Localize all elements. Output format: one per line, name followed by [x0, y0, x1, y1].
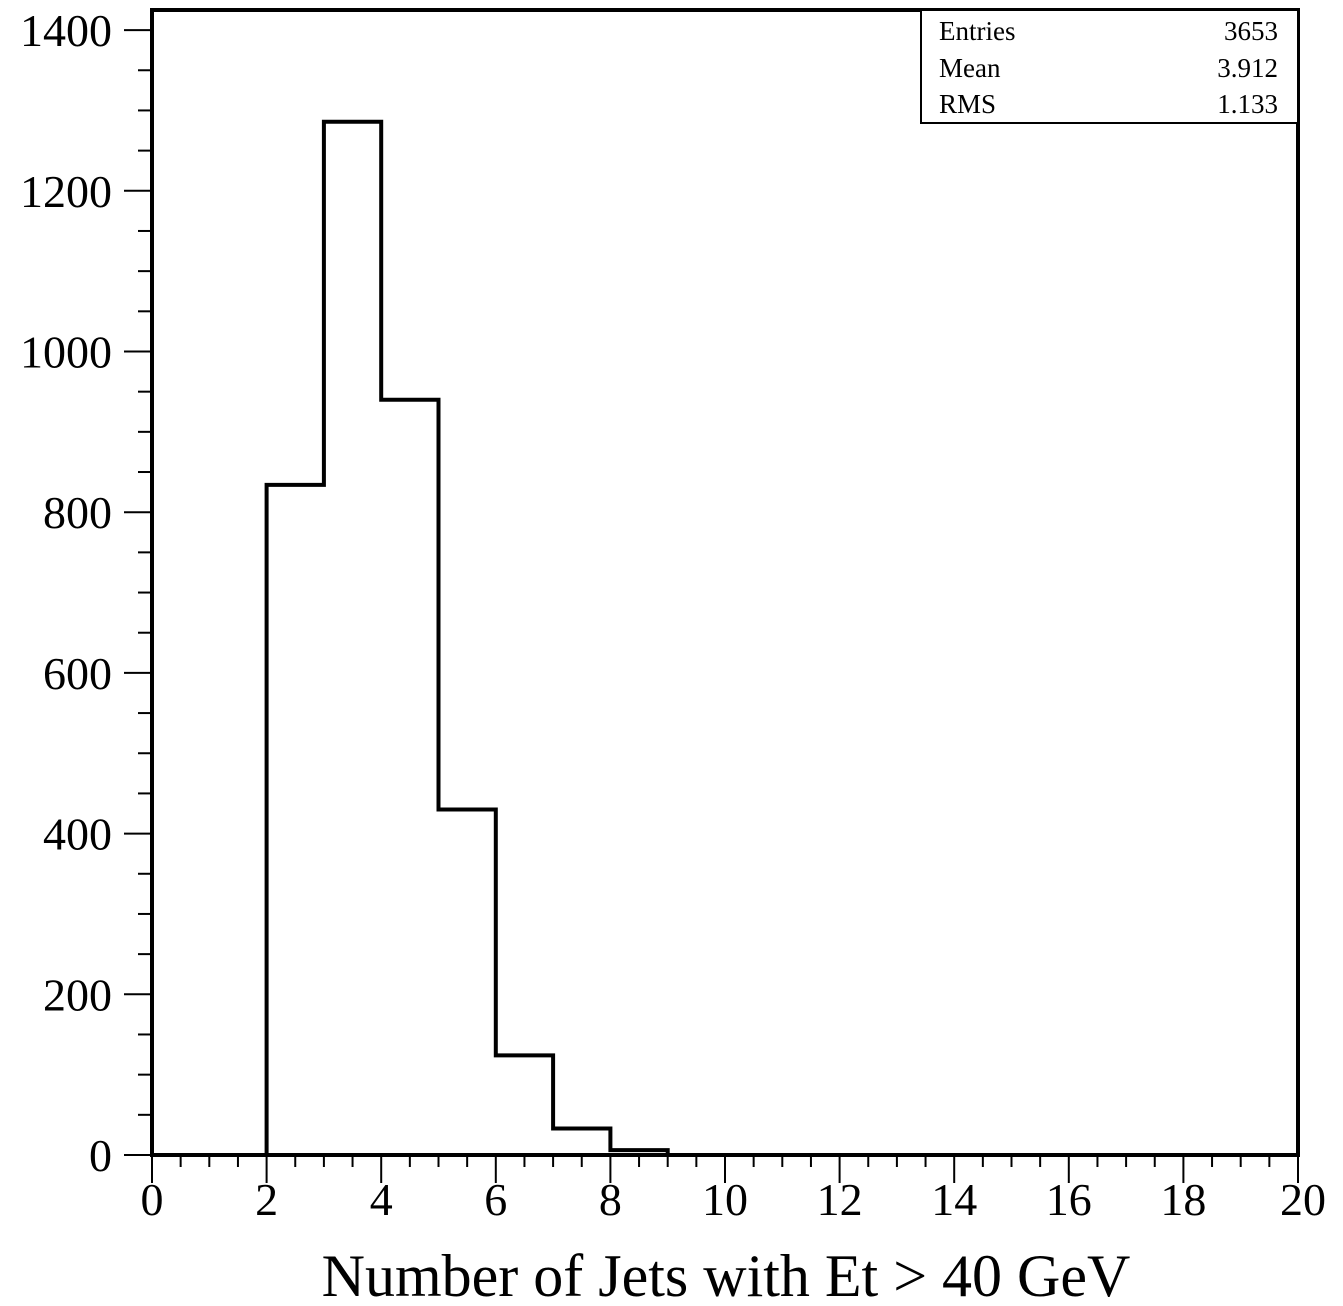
stats-entries-label: Entries — [939, 16, 1015, 46]
x-axis-title: Number of Jets with Et > 40 GeV — [322, 1243, 1131, 1306]
stats-entries-value: 3653 — [1224, 16, 1278, 46]
histogram-bin-5 — [439, 809, 496, 1155]
stats-box: Entries 3653 Mean 3.912 RMS 1.133 — [920, 9, 1299, 124]
y-tick-label: 200 — [43, 969, 112, 1020]
histogram-bins — [267, 122, 668, 1155]
x-tick-label: 8 — [599, 1174, 622, 1225]
x-tick-label: 2 — [255, 1174, 278, 1225]
histogram-bin-7 — [553, 1128, 610, 1155]
x-tick-labels: 0 2 4 6 8 10 12 14 16 18 20 — [141, 1174, 1327, 1225]
stats-rms-label: RMS — [939, 89, 996, 119]
x-tick-label: 18 — [1160, 1174, 1206, 1225]
histogram-bin-3 — [324, 122, 381, 1155]
x-tick-label: 16 — [1046, 1174, 1092, 1225]
x-tick-label: 20 — [1280, 1174, 1326, 1225]
x-tick-label: 0 — [141, 1174, 164, 1225]
histogram-bin-6 — [496, 1055, 553, 1155]
plot-frame — [150, 8, 1300, 1157]
y-tick-label: 1200 — [20, 166, 112, 217]
x-tick-label: 6 — [484, 1174, 507, 1225]
y-tick-label: 1000 — [20, 326, 112, 377]
y-tick-label: 800 — [43, 487, 112, 538]
y-tick-label: 400 — [43, 809, 112, 860]
x-tick-label: 10 — [702, 1174, 748, 1225]
stats-mean-label: Mean — [939, 53, 1001, 83]
y-tick-labels: 0 200 400 600 800 1000 1200 1400 — [20, 5, 112, 1181]
histogram-step-line — [152, 119, 1298, 1157]
histogram-bin-4 — [381, 400, 438, 1155]
y-tick-label: 0 — [89, 1130, 112, 1181]
x-tick-label: 4 — [370, 1174, 393, 1225]
stats-box-frame — [920, 9, 1299, 124]
y-tick-label: 1400 — [20, 5, 112, 56]
histogram-bin-2 — [267, 485, 324, 1155]
x-tick-label: 14 — [931, 1174, 977, 1225]
axis-ticks — [124, 29, 1299, 1183]
y-tick-label: 600 — [43, 648, 112, 699]
x-tick-label: 12 — [817, 1174, 863, 1225]
stats-mean-value: 3.912 — [1217, 53, 1278, 83]
stats-rms-value: 1.133 — [1217, 89, 1278, 119]
